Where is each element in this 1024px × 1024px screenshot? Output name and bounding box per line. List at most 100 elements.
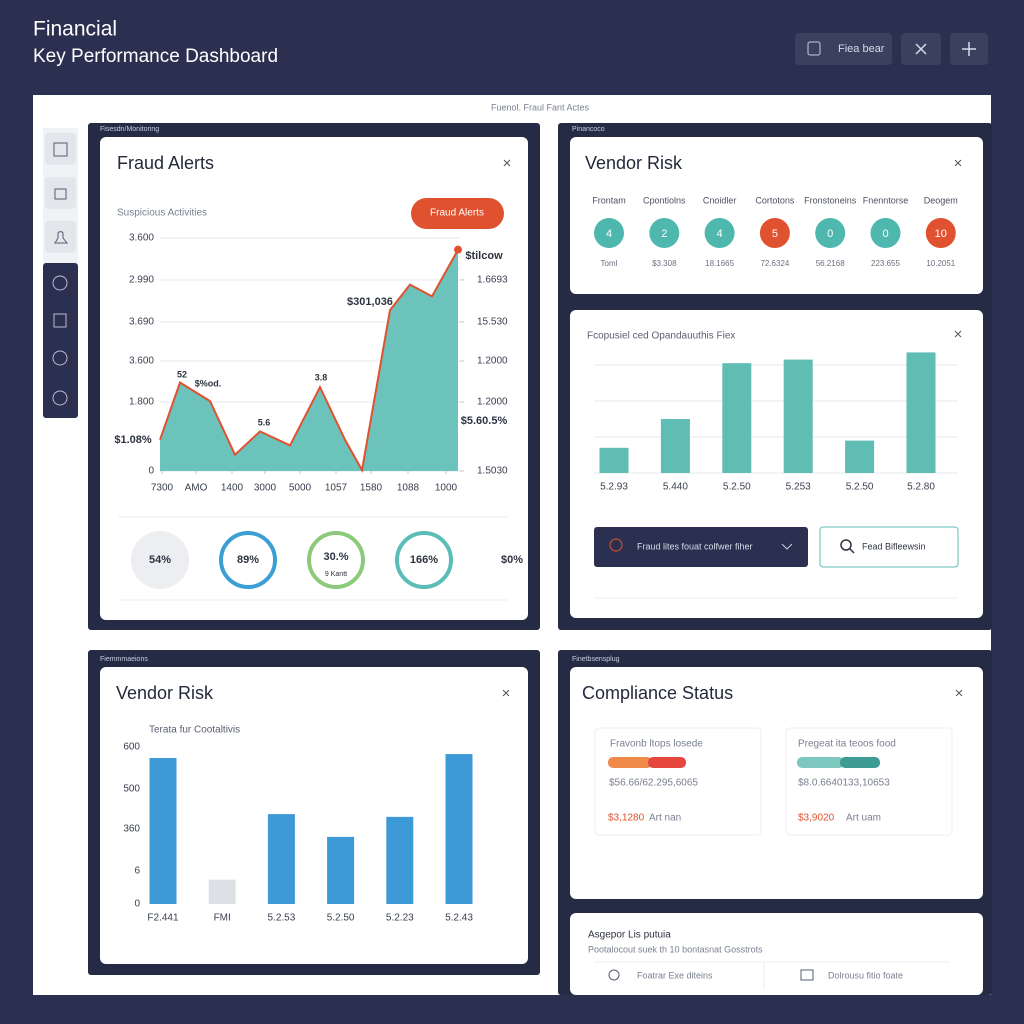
breadcrumb: Fuenol. Fraul Fant Actes	[491, 102, 590, 112]
annotation: 52	[177, 369, 187, 379]
card-title: Compliance Status	[582, 683, 733, 703]
filter-button[interactable]	[594, 527, 808, 567]
button-icon	[609, 538, 623, 552]
column-footer: $3.308	[652, 259, 677, 268]
dropdown-icon	[781, 543, 793, 550]
add-icon	[962, 42, 976, 56]
y-tick-label: 0	[148, 466, 154, 477]
sidebar-button[interactable]	[45, 221, 76, 253]
risk-value: 10	[935, 228, 947, 240]
close-icon	[915, 43, 927, 55]
alert-button[interactable]	[411, 198, 504, 229]
kpi-ring	[131, 531, 189, 589]
sidebar-icon[interactable]	[52, 275, 68, 291]
column-footer: 56.2168	[816, 259, 845, 268]
actions-card	[570, 913, 983, 995]
bar	[783, 359, 813, 473]
card-title: Vendor Risk	[116, 683, 214, 703]
x-tick-label: 5.2.93	[600, 482, 628, 493]
x-tick-label: 5.440	[663, 482, 688, 493]
sidebar-button[interactable]	[45, 177, 76, 209]
action-item[interactable]: Foatrar Exe diteins	[637, 970, 713, 980]
compliance-item-amount: $3,9020	[798, 813, 835, 824]
app-subtitle: Key Performance Dashboard	[33, 46, 278, 67]
annotation: $5.60.5%	[461, 415, 508, 427]
search-icon	[840, 539, 852, 551]
risk-badge	[925, 218, 956, 248]
kpi-ring	[219, 531, 277, 589]
x-tick-label: 1580	[360, 483, 383, 494]
column-header: Deogem	[924, 195, 958, 205]
x-tick-label: 5000	[289, 483, 312, 494]
compliance-item-unit: Art nan	[649, 813, 681, 824]
annotation: 5.6	[258, 417, 271, 427]
column-header: Frontam	[592, 195, 626, 205]
kpi-label: 166%	[410, 554, 438, 566]
compliance-item	[785, 727, 953, 836]
search-button-label: Fead Bifleewsin	[862, 541, 926, 551]
card-title: Fraud Alerts	[117, 153, 214, 173]
progress-segment	[648, 757, 686, 768]
bar	[267, 814, 295, 904]
annotation: $%od.	[195, 378, 222, 388]
column-footer: 10.2051	[926, 259, 955, 268]
x-tick-label: 7300	[151, 483, 174, 494]
close-icon[interactable]	[954, 159, 962, 167]
column-footer: 223.655	[871, 259, 900, 268]
column-header: Fronstoneins	[804, 195, 857, 205]
compliance-item-unit: Art uam	[846, 813, 881, 824]
compliance-item-amount: $3,1280	[608, 813, 645, 824]
close-icon[interactable]	[954, 330, 962, 338]
compliance-item-title: Fravonb ltops losede	[610, 739, 703, 750]
area-line	[159, 249, 459, 474]
column-header: Cpontiolns	[643, 195, 686, 205]
sidebar-icon[interactable]	[52, 390, 68, 406]
compliance-item	[594, 727, 762, 836]
section-label: Fiemmmaeions	[100, 656, 148, 663]
close-icon[interactable]	[502, 689, 510, 697]
section-label: Finetbsensplug	[572, 656, 620, 663]
kpi-ring	[307, 531, 365, 589]
chart-subtitle: Suspicious Activities	[117, 208, 207, 219]
search-button[interactable]	[819, 526, 959, 568]
item-icon	[800, 969, 814, 981]
actions-subtitle: Pootalocout suek th 10 bontasnat Gosstro…	[588, 944, 763, 954]
y-tick-label: 2.990	[129, 275, 154, 286]
compliance-item-detail: $8.0.6640133,10653	[798, 778, 890, 789]
y-tick-label: 600	[123, 742, 140, 753]
x-tick-label: AMO	[185, 483, 208, 494]
column-footer: 72.6324	[760, 259, 789, 268]
sidebar-icon[interactable]	[53, 313, 67, 328]
x-tick-label: 5.2.50	[327, 913, 355, 924]
y-tick-label: 500	[123, 784, 140, 795]
sidebar-icon	[54, 231, 69, 244]
close-icon[interactable]	[503, 159, 511, 167]
y2-tick-label: 1.2000	[477, 356, 508, 367]
risk-value: 4	[606, 228, 612, 240]
chart-title: Fcopusiel ced Opandauuthis Fiex	[587, 331, 735, 342]
risk-value: 0	[882, 228, 888, 240]
action-item[interactable]: Dolrousu fitio foate	[828, 970, 903, 980]
x-tick-label: 5.2.50	[723, 482, 751, 493]
column-footer: Toml	[601, 259, 618, 268]
fraud-card	[100, 137, 528, 620]
risk-value: 5	[772, 228, 778, 240]
y-tick-label: 3.600	[129, 356, 154, 367]
y-tick-label: 0	[134, 899, 140, 910]
column-header: Cnoidler	[703, 195, 737, 205]
x-tick-label: 3000	[254, 483, 277, 494]
header-button[interactable]	[795, 33, 892, 65]
x-tick-label: 5.2.23	[386, 913, 414, 924]
close-icon[interactable]	[955, 689, 963, 697]
y-tick-label: 3.600	[129, 233, 154, 244]
bar	[599, 447, 629, 473]
risk-badge	[594, 218, 624, 248]
column-header: Cortotons	[755, 195, 795, 205]
header-button-label: Fiea bear	[838, 43, 885, 55]
sidebar-icon[interactable]	[52, 350, 68, 366]
section-label: Pinancoco	[572, 126, 605, 133]
filter-button-label: Fraud lites fouat colfwer fiher	[637, 541, 753, 551]
risk-value: 0	[827, 228, 833, 240]
sidebar-button[interactable]	[45, 133, 76, 165]
annotation: $tilcow	[465, 250, 503, 262]
